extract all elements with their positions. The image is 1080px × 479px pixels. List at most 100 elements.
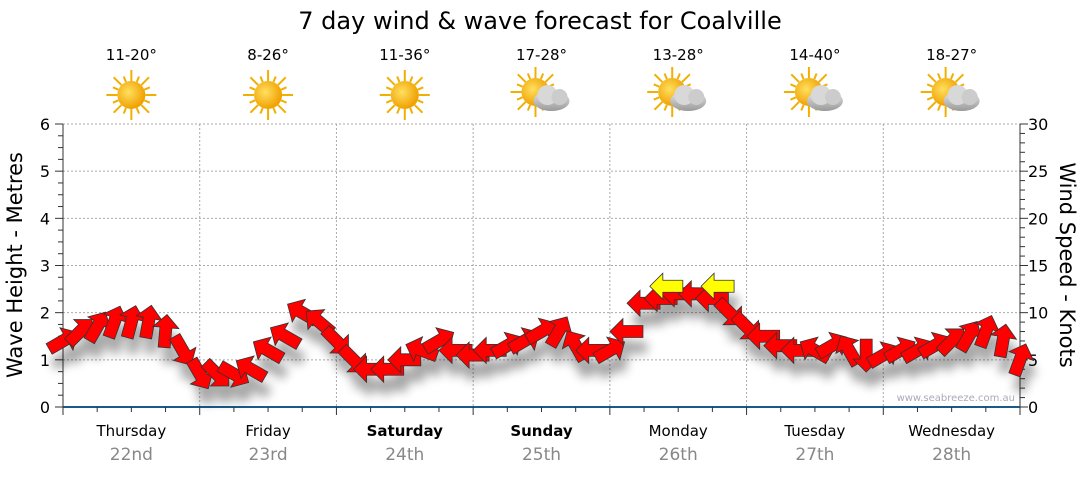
temperature-range: 14-40° <box>789 46 840 64</box>
partly-cloudy-icon <box>783 67 843 117</box>
sun-ray <box>663 104 668 111</box>
wind-arrow <box>252 336 286 365</box>
sun-ray <box>135 76 140 83</box>
sun-ray <box>818 73 828 83</box>
sun-ray <box>653 73 664 83</box>
day-label: Friday <box>245 422 291 440</box>
partly-cloudy-icon <box>920 67 980 117</box>
day-label: Wednesday <box>908 422 995 440</box>
wind-arrow <box>700 272 735 301</box>
sun-ray <box>140 76 150 86</box>
right-axis-label: Wind Speed - Knots <box>1055 162 1079 367</box>
partly-cloudy-icon <box>647 67 707 117</box>
sun-ray <box>663 73 668 80</box>
sun-ray <box>386 104 396 114</box>
wind-arrow-shadow <box>240 372 272 399</box>
sun-ray <box>112 99 119 104</box>
sun-ray <box>385 86 393 91</box>
left-axis-label: Wave Height - Metres <box>3 152 27 378</box>
sun-icon <box>379 70 430 120</box>
wind-arrow-shadow <box>904 353 937 380</box>
watermark: www.seabreeze.com.au <box>897 393 1015 404</box>
sun-ray <box>526 104 532 111</box>
temperature-range: 18-27° <box>926 46 977 64</box>
sun-ray <box>790 96 797 101</box>
sun-ray <box>272 107 277 114</box>
sun-ray <box>112 76 123 86</box>
sun-ray <box>122 76 127 83</box>
left-tick-label: 4 <box>40 209 50 228</box>
wind-arrow <box>989 323 1018 359</box>
sun-ray <box>790 83 797 88</box>
wind-arrow <box>592 336 626 365</box>
wind-arrow <box>609 317 644 346</box>
date-label: 25th <box>522 445 561 465</box>
sun-ray <box>517 101 527 111</box>
sun-ray <box>413 104 424 114</box>
wind-arrow <box>649 272 684 301</box>
wind-arrow <box>746 322 781 351</box>
right-tick-label: 0 <box>1028 398 1038 417</box>
sun-ray <box>927 73 937 83</box>
sun-ray <box>249 104 259 114</box>
sun-icon <box>243 70 294 120</box>
day-label: Tuesday <box>783 422 845 440</box>
date-label: 26th <box>659 445 698 465</box>
sun-ray <box>950 73 955 80</box>
sun-ray <box>937 73 942 80</box>
wind-arrow <box>1008 343 1035 378</box>
sun-ray <box>417 99 424 104</box>
wind-arrow <box>151 314 180 349</box>
wind-arrow-shadow <box>324 341 353 369</box>
wind-arrow-shadow <box>819 348 851 375</box>
sun-ray <box>143 99 151 104</box>
day-label: Thursday <box>95 422 166 440</box>
sun-ray <box>653 83 660 88</box>
right-tick-label: 15 <box>1028 257 1048 276</box>
sun-ray <box>790 73 800 83</box>
sun-ray <box>280 86 287 91</box>
right-tick-label: 30 <box>1028 115 1048 134</box>
sun-ray <box>937 104 942 111</box>
temperature-range: 17-28° <box>516 46 567 64</box>
sun-ray <box>280 99 287 104</box>
sun-ray <box>417 86 424 91</box>
date-label: 24th <box>385 445 424 465</box>
left-tick-label: 6 <box>40 115 50 134</box>
right-tick-label: 10 <box>1028 304 1048 323</box>
sun-ray <box>927 101 937 111</box>
sun-ray <box>122 107 127 114</box>
sun-icon <box>106 70 157 120</box>
left-tick-label: 5 <box>40 162 50 181</box>
sun-ray <box>526 73 532 80</box>
sun-ray <box>249 76 259 86</box>
cloud-shape <box>824 89 841 105</box>
sun-ray <box>954 73 965 83</box>
chart-title: 7 day wind & wave forecast for Coalville <box>298 7 781 35</box>
sun-disc <box>390 81 419 109</box>
sun-ray <box>517 73 527 83</box>
wind-arrow-shadow <box>257 353 289 380</box>
day-label: Saturday <box>367 422 444 440</box>
sun-ray <box>790 101 800 111</box>
sun-ray <box>926 83 934 88</box>
sun-ray <box>653 101 664 111</box>
cloud-shape <box>961 89 978 105</box>
cloud-shape <box>551 89 568 105</box>
sun-ray <box>676 73 681 80</box>
sun-ray <box>516 96 523 101</box>
right-tick-label: 20 <box>1028 209 1048 228</box>
wind-arrow-shadow <box>494 348 527 375</box>
sun-ray <box>413 76 424 86</box>
date-label: 22nd <box>110 445 153 465</box>
sun-disc <box>254 81 283 109</box>
date-label: 28th <box>932 445 971 465</box>
sun-ray <box>277 104 287 114</box>
wind-arrow <box>544 316 573 349</box>
sun-ray <box>249 99 256 104</box>
sun-ray <box>516 83 523 88</box>
wind-arrow-shadow <box>597 353 629 380</box>
sun-ray <box>544 73 554 83</box>
